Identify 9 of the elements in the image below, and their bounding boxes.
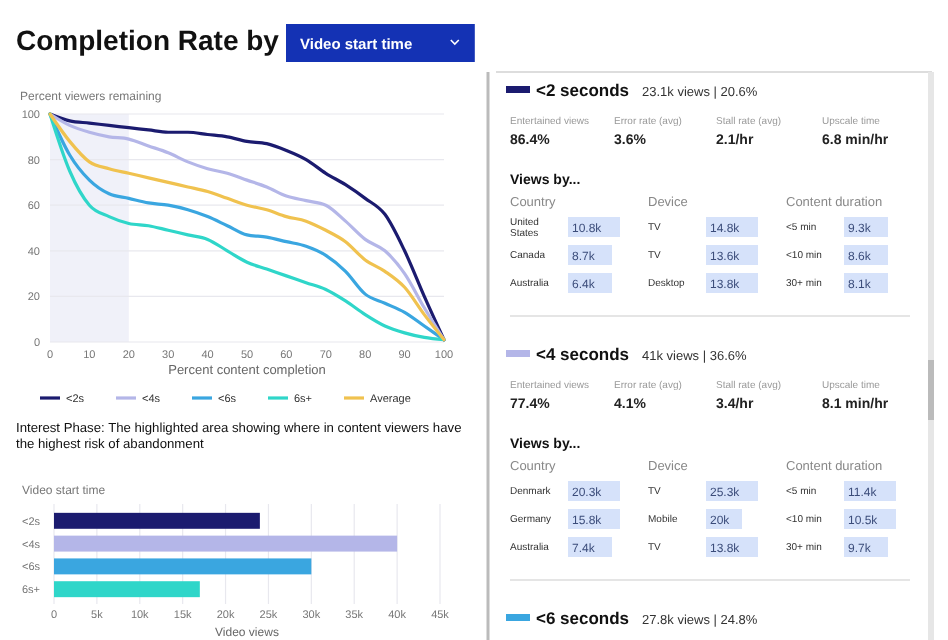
text: <4 seconds bbox=[536, 344, 630, 364]
bar bbox=[54, 512, 260, 529]
chart-title: Completion Rate by bbox=[16, 24, 280, 56]
text: <2 seconds bbox=[536, 80, 630, 100]
bar bbox=[54, 581, 200, 598]
line-series bbox=[48, 112, 446, 342]
bar bbox=[54, 558, 312, 575]
text: <6 seconds bbox=[536, 608, 630, 628]
bar bbox=[54, 535, 398, 552]
